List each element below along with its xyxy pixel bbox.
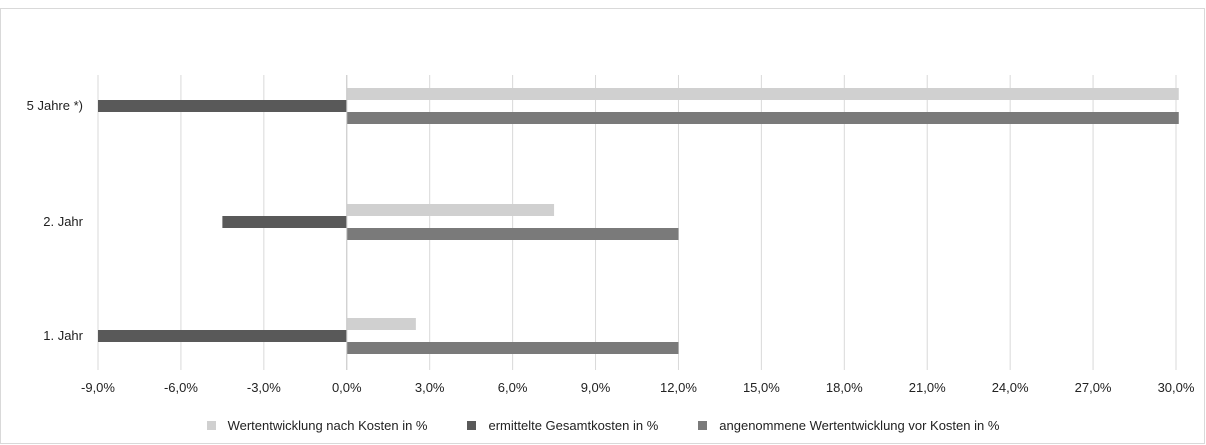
bar [346, 88, 1179, 100]
bar [346, 318, 416, 330]
bar [346, 228, 679, 240]
x-tick-label: 15,0% [743, 380, 780, 395]
legend-swatch [206, 420, 216, 430]
x-tick-label: -3,0% [247, 380, 281, 395]
x-tick-label: 0,0% [332, 380, 362, 395]
legend-item: Wertentwicklung nach Kosten in % [206, 415, 428, 435]
category-label: 1. Jahr [43, 328, 83, 343]
bar [346, 204, 555, 216]
x-tick-label: 18,0% [826, 380, 863, 395]
x-tick-label: 21,0% [909, 380, 946, 395]
chart-frame [0, 8, 1205, 444]
category-label: 5 Jahre *) [27, 98, 83, 113]
x-tick-label: 3,0% [415, 380, 445, 395]
x-tick-label: -6,0% [164, 380, 198, 395]
legend-swatch [467, 420, 477, 430]
legend-item: ermittelte Gesamtkosten in % [467, 415, 658, 435]
category-label: 2. Jahr [43, 214, 83, 229]
x-tick-label: -9,0% [81, 380, 115, 395]
x-tick-label: 30,0% [1158, 380, 1195, 395]
bar [346, 342, 679, 354]
bar [346, 112, 1179, 124]
bar [98, 330, 347, 342]
legend-label: angenommene Wertentwicklung vor Kosten i… [719, 417, 1000, 433]
bar [98, 100, 347, 112]
legend: Wertentwicklung nach Kosten in % ermittel… [0, 415, 1206, 435]
legend-label: Wertentwicklung nach Kosten in % [227, 417, 428, 433]
legend-item: angenommene Wertentwicklung vor Kosten i… [698, 415, 999, 435]
x-tick-label: 9,0% [581, 380, 611, 395]
x-tick-label: 6,0% [498, 380, 528, 395]
x-tick-label: 12,0% [660, 380, 697, 395]
legend-swatch [698, 420, 708, 430]
x-tick-label: 24,0% [992, 380, 1029, 395]
legend-label: ermittelte Gesamtkosten in % [488, 417, 659, 433]
x-tick-label: 27,0% [1075, 380, 1112, 395]
bar [222, 216, 347, 228]
